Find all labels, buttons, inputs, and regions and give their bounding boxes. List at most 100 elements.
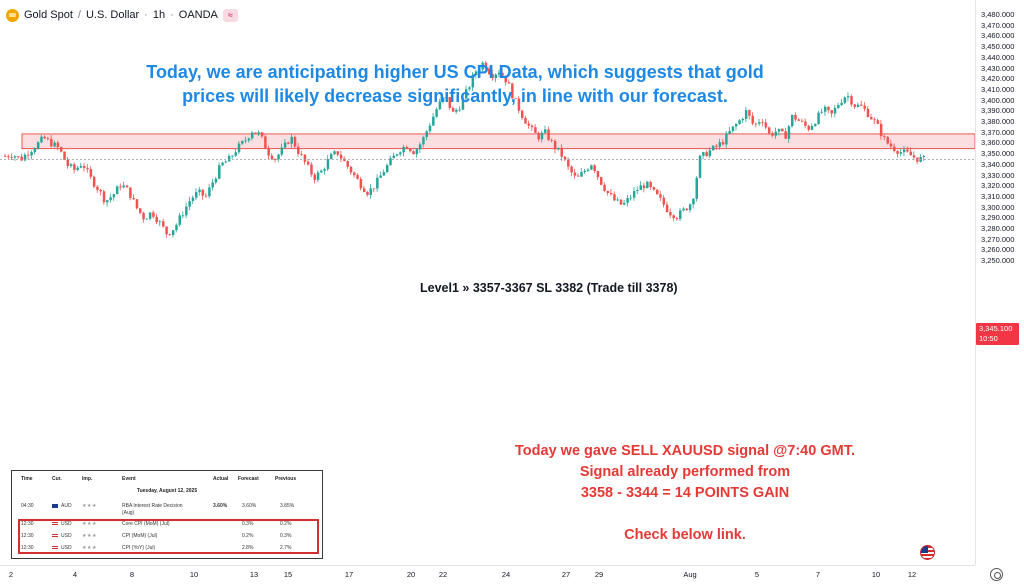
- candle-body: [511, 83, 514, 99]
- interval[interactable]: 1h: [152, 9, 166, 21]
- col-time: Time: [21, 476, 33, 482]
- row-event: Core CPI (MoM) (Jul): [122, 521, 170, 527]
- candle-body: [145, 218, 149, 220]
- symbol-header[interactable]: Gold Spot / U.S. Dollar · 1h · OANDA ≈: [6, 6, 238, 24]
- candle-body: [148, 212, 152, 219]
- row-time: 12:30: [21, 545, 34, 551]
- calendar-date: Tuesday, August 12, 2025: [136, 488, 198, 494]
- candle-body: [316, 172, 320, 180]
- candle-body: [774, 131, 778, 136]
- candle-body: [725, 133, 728, 145]
- wave-badge-icon[interactable]: ≈: [222, 8, 238, 22]
- candle-body: [17, 156, 20, 158]
- candle-body: [850, 96, 853, 105]
- price-tick: 3,360.000: [981, 138, 1015, 148]
- col-previous: Previous: [275, 476, 297, 482]
- candle-body: [715, 145, 718, 147]
- price-axis[interactable]: 3,480.000 3,470.000 3,460.000 3,450.000 3,44…: [975, 0, 1024, 565]
- row-previous: 3.85%: [280, 503, 295, 509]
- calendar-header: Time Cur. Imp. Event Actual Forecast Pre…: [12, 474, 322, 484]
- candle-body: [53, 142, 56, 147]
- settings-icon[interactable]: [990, 568, 1003, 581]
- candle-body: [175, 224, 178, 231]
- price-tick: 3,450.000: [981, 42, 1015, 52]
- candle-body: [23, 154, 27, 161]
- candle-body: [353, 172, 356, 176]
- candle-body: [481, 62, 484, 70]
- candle-body: [899, 152, 903, 154]
- us-flag-icon[interactable]: [920, 545, 935, 560]
- price-tick: 3,480.000: [981, 10, 1015, 19]
- economic-calendar: Time Cur. Imp. Event Actual Forecast Pre…: [11, 470, 323, 559]
- time-tick: 17: [344, 570, 354, 579]
- candle-body: [553, 140, 557, 150]
- candle-body: [833, 108, 837, 114]
- candle-body: [804, 121, 807, 126]
- candle-body: [260, 132, 264, 137]
- candle-body: [807, 125, 810, 130]
- candle-body: [250, 132, 254, 139]
- candle-body: [198, 189, 201, 193]
- candle-body: [280, 147, 284, 155]
- candle-body: [333, 151, 336, 155]
- candle-body: [336, 151, 340, 155]
- candle-body: [306, 161, 310, 165]
- candle-body: [613, 194, 616, 201]
- price-tick: 3,270.000: [981, 234, 1015, 244]
- candle-body: [329, 154, 333, 160]
- candle-body: [132, 198, 135, 200]
- us-flag-mini-icon: [52, 522, 58, 526]
- candle-body: [241, 140, 244, 144]
- time-axis[interactable]: 2 4 8 10 13 15 17 20 22 24 27 29 Aug 5 7 10 12: [0, 565, 975, 585]
- candle-body: [412, 151, 415, 155]
- candle-body: [234, 152, 237, 156]
- candle-body: [682, 208, 685, 211]
- candle-body: [27, 154, 30, 156]
- candle-body: [125, 185, 129, 188]
- price-tick: 3,390.000: [981, 106, 1015, 116]
- candle-body: [767, 127, 771, 134]
- candle-body: [777, 128, 781, 132]
- candle-body: [906, 149, 909, 152]
- candle-body: [629, 197, 633, 199]
- candle-body: [797, 119, 801, 121]
- candle-body: [590, 165, 593, 170]
- candle-body: [573, 172, 577, 176]
- candle-body: [86, 167, 89, 170]
- price-chart[interactable]: [0, 0, 975, 565]
- candle-body: [451, 107, 455, 112]
- candle-body: [46, 138, 50, 140]
- candle-body: [846, 96, 850, 98]
- candle-body: [214, 178, 218, 183]
- row-importance: ★★★: [82, 521, 97, 527]
- candle-body: [761, 122, 764, 123]
- signal-line-3: 3358 - 3344 = 14 POINTS GAIN: [580, 485, 790, 501]
- candle-body: [231, 155, 234, 157]
- candle-body: [274, 159, 277, 160]
- candle-body: [735, 124, 738, 127]
- candle-body: [96, 186, 99, 190]
- candle-body: [468, 87, 471, 90]
- candle-body: [863, 105, 866, 109]
- candle-body: [139, 208, 142, 213]
- price-tick: 3,280.000: [981, 224, 1015, 233]
- chart-area[interactable]: [0, 0, 975, 565]
- candle-body: [879, 123, 883, 137]
- candle-body: [270, 155, 274, 160]
- candle-body: [435, 109, 438, 117]
- candle-body: [112, 194, 116, 198]
- candle-body: [300, 153, 303, 155]
- candle-body: [287, 142, 290, 144]
- candle-body: [30, 152, 33, 156]
- level-label: Level1 » 3357-3367 SL 3382 (Trade till 3…: [420, 281, 678, 295]
- candle-body: [310, 164, 313, 175]
- data-source: OANDA: [178, 9, 218, 21]
- candle-body: [165, 226, 168, 235]
- calendar-row: 04:30 AUD ★★★ RBA Interest Rate Decision…: [12, 501, 322, 516]
- time-tick: 7: [815, 570, 821, 579]
- candle-body: [185, 206, 188, 216]
- candle-body: [790, 114, 794, 127]
- candle-body: [168, 234, 172, 236]
- candle-body: [501, 72, 504, 76]
- candle-body: [326, 159, 330, 170]
